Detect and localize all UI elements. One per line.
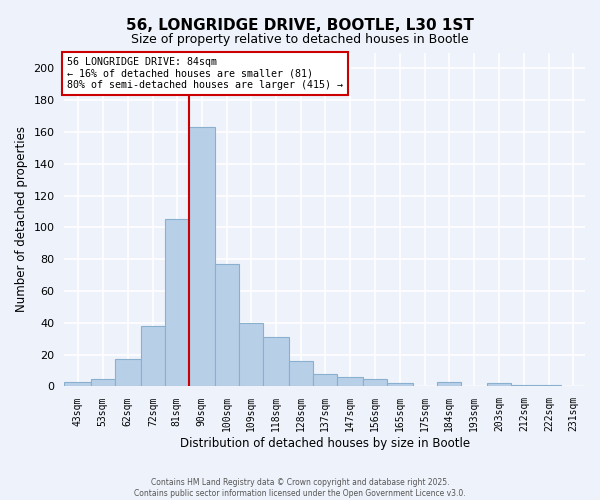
Bar bbox=[538, 385, 561, 386]
Bar bbox=[263, 337, 289, 386]
Text: 56 LONGRIDGE DRIVE: 84sqm
← 16% of detached houses are smaller (81)
80% of semi-: 56 LONGRIDGE DRIVE: 84sqm ← 16% of detac… bbox=[67, 58, 343, 90]
Text: 56, LONGRIDGE DRIVE, BOOTLE, L30 1ST: 56, LONGRIDGE DRIVE, BOOTLE, L30 1ST bbox=[126, 18, 474, 32]
Bar bbox=[215, 264, 239, 386]
Bar bbox=[64, 382, 91, 386]
Text: Size of property relative to detached houses in Bootle: Size of property relative to detached ho… bbox=[131, 32, 469, 46]
Bar bbox=[437, 382, 461, 386]
Bar bbox=[188, 127, 215, 386]
Bar bbox=[363, 378, 387, 386]
Bar bbox=[115, 360, 141, 386]
Text: Contains HM Land Registry data © Crown copyright and database right 2025.
Contai: Contains HM Land Registry data © Crown c… bbox=[134, 478, 466, 498]
Bar bbox=[239, 323, 263, 386]
Y-axis label: Number of detached properties: Number of detached properties bbox=[15, 126, 28, 312]
Bar bbox=[337, 377, 363, 386]
Bar bbox=[289, 361, 313, 386]
X-axis label: Distribution of detached houses by size in Bootle: Distribution of detached houses by size … bbox=[179, 437, 470, 450]
Bar bbox=[487, 384, 511, 386]
Bar bbox=[313, 374, 337, 386]
Bar bbox=[511, 385, 538, 386]
Bar bbox=[165, 220, 188, 386]
Bar bbox=[91, 378, 115, 386]
Bar bbox=[141, 326, 165, 386]
Bar bbox=[387, 384, 413, 386]
